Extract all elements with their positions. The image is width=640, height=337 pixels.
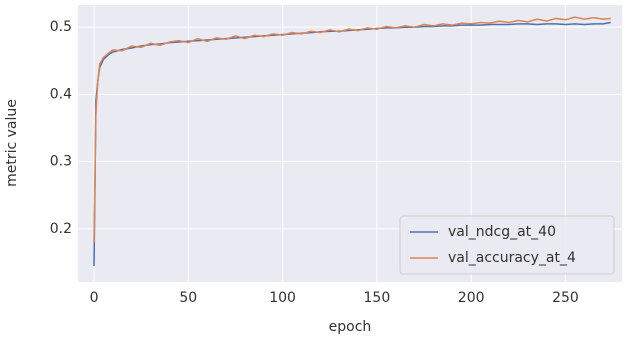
y-tick-label: 0.4 xyxy=(50,86,72,102)
y-tick-label: 0.2 xyxy=(50,221,72,237)
legend-box xyxy=(399,215,615,275)
x-axis-label: epoch xyxy=(329,319,372,335)
y-tick-label: 0.3 xyxy=(50,154,72,170)
x-tick-label: 0 xyxy=(90,290,99,306)
y-axis-label: metric value xyxy=(4,99,20,187)
legend-label: val_ndcg_at_40 xyxy=(448,224,556,240)
x-tick-label: 200 xyxy=(458,290,485,306)
y-tick-label: 0.5 xyxy=(50,19,72,35)
x-tick-label: 150 xyxy=(364,290,391,306)
x-tick-label: 100 xyxy=(269,290,296,306)
x-tick-label: 250 xyxy=(552,290,579,306)
line xyxy=(93,16,611,243)
x-tick-label: 50 xyxy=(179,290,197,306)
legend-label: val_accuracy_at_4 xyxy=(448,250,576,266)
